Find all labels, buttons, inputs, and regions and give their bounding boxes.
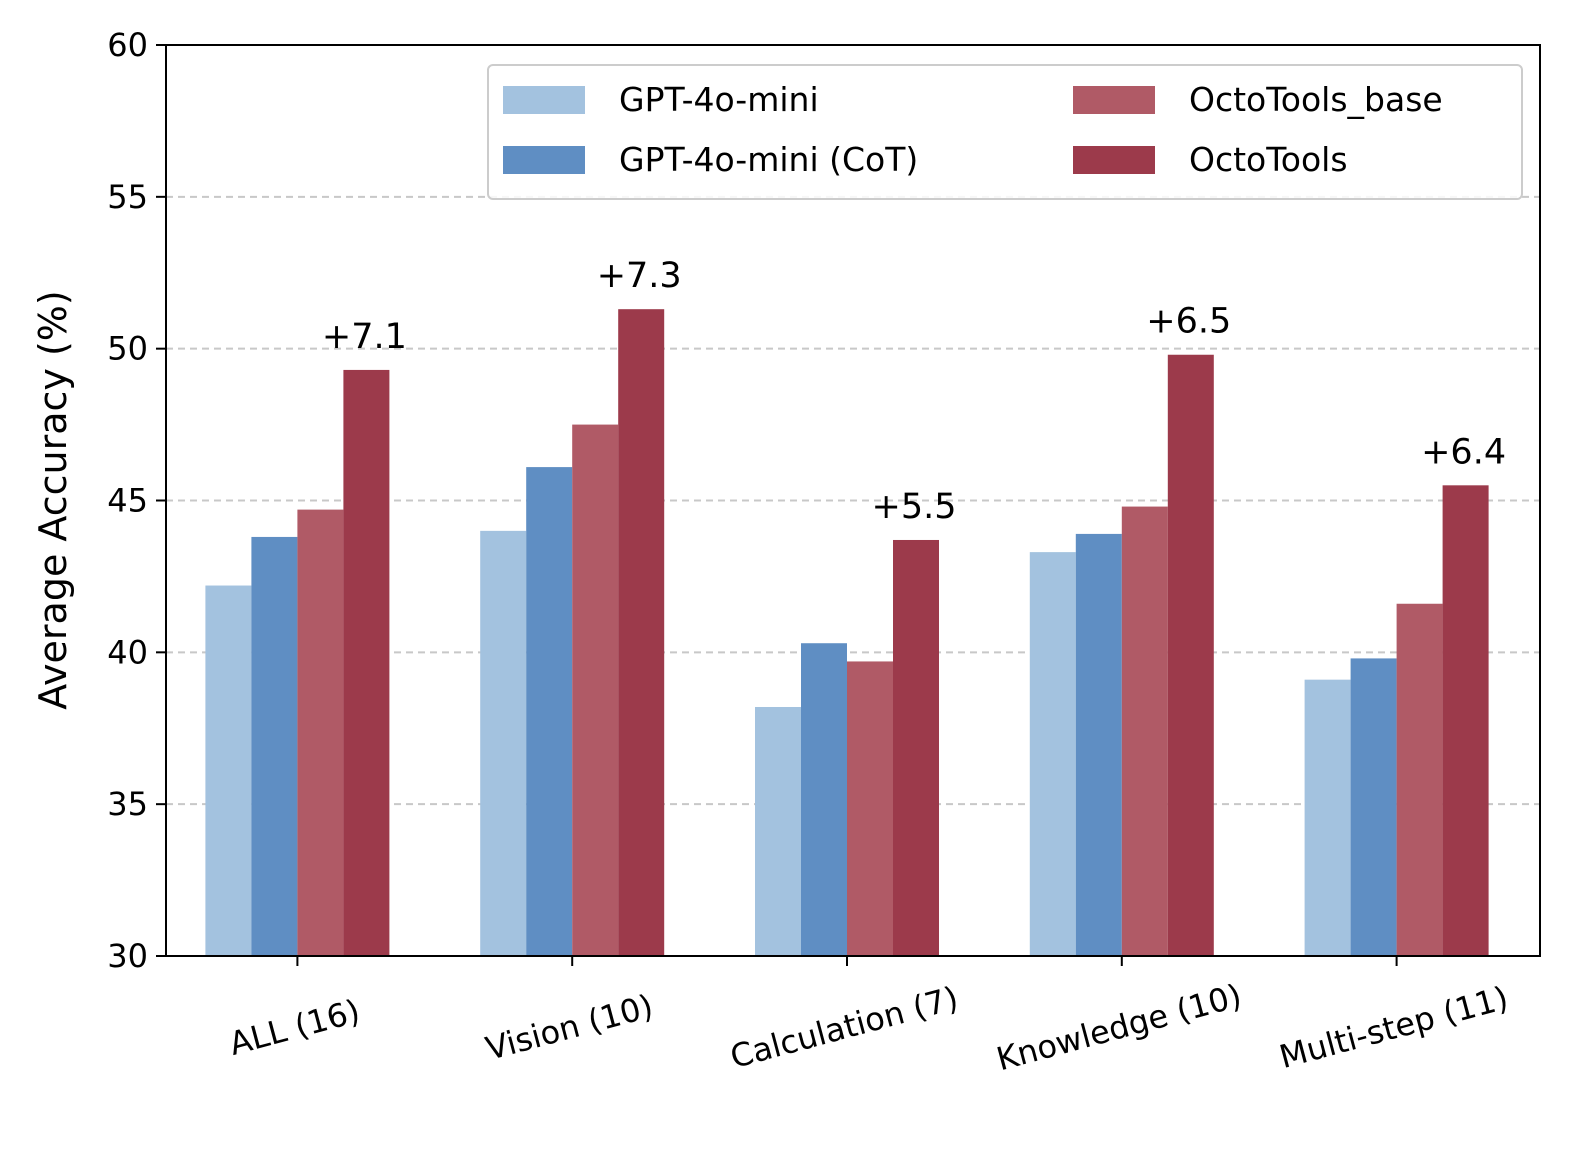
y-tick-label: 40	[107, 633, 148, 671]
bar	[572, 424, 619, 956]
x-tick-label: Multi-step (11)	[1275, 979, 1512, 1076]
bar	[205, 585, 252, 956]
bar	[847, 661, 893, 956]
bar	[755, 706, 801, 956]
y-tick-label: 50	[107, 330, 148, 368]
y-tick-label: 60	[107, 26, 148, 64]
bar	[1350, 658, 1397, 956]
bar-annotation: +7.3	[597, 256, 682, 296]
bar-annotation: +7.1	[322, 317, 407, 357]
y-axis: 30 35 40 45 50 55 60	[107, 26, 166, 975]
bar	[297, 509, 344, 956]
legend-swatch	[1073, 146, 1155, 174]
y-tick-label: 30	[107, 937, 148, 975]
bar	[1075, 533, 1122, 956]
bar-annotation: +6.5	[1146, 302, 1231, 342]
bar-annotation: +5.5	[872, 487, 957, 527]
y-axis-title: Average Accuracy (%)	[31, 290, 75, 709]
bar	[1442, 485, 1489, 956]
legend-label: GPT-4o-mini	[619, 80, 819, 119]
bar	[893, 539, 939, 956]
legend-label: OctoTools	[1189, 140, 1348, 179]
bar	[618, 309, 665, 956]
legend-swatch	[1073, 86, 1155, 114]
x-axis: ALL (16) Vision (10) Calculation (7) Knowle…	[225, 956, 1512, 1078]
bar-annotations: +7.1 +7.3 +5.5 +6.5 +6.4	[322, 256, 1506, 527]
bar	[526, 467, 573, 956]
y-tick-label: 35	[107, 785, 148, 823]
bar	[1029, 552, 1076, 956]
x-tick-label: Calculation (7)	[726, 979, 962, 1076]
bars	[205, 309, 1489, 956]
bar	[801, 643, 847, 956]
bar	[251, 536, 298, 956]
bar	[343, 369, 390, 956]
x-tick-label: ALL (16)	[225, 992, 364, 1063]
legend-swatch	[503, 146, 585, 174]
y-tick-label: 55	[107, 178, 148, 216]
legend: GPT-4o-mini GPT-4o-mini (CoT) OctoTools_ba…	[487, 64, 1523, 200]
bar-annotation: +6.4	[1421, 432, 1506, 472]
bar	[480, 530, 527, 956]
legend-swatch	[503, 86, 585, 114]
legend-label: OctoTools_base	[1189, 80, 1443, 119]
bar	[1167, 354, 1214, 956]
legend-label: GPT-4o-mini (CoT)	[619, 140, 918, 179]
bar	[1396, 603, 1443, 956]
bar	[1304, 679, 1351, 956]
x-tick-label: Knowledge (10)	[992, 976, 1245, 1078]
bar	[1121, 506, 1168, 956]
x-tick-label: Vision (10)	[482, 987, 657, 1068]
legend-frame	[487, 64, 1523, 200]
y-tick-label: 45	[107, 482, 148, 520]
